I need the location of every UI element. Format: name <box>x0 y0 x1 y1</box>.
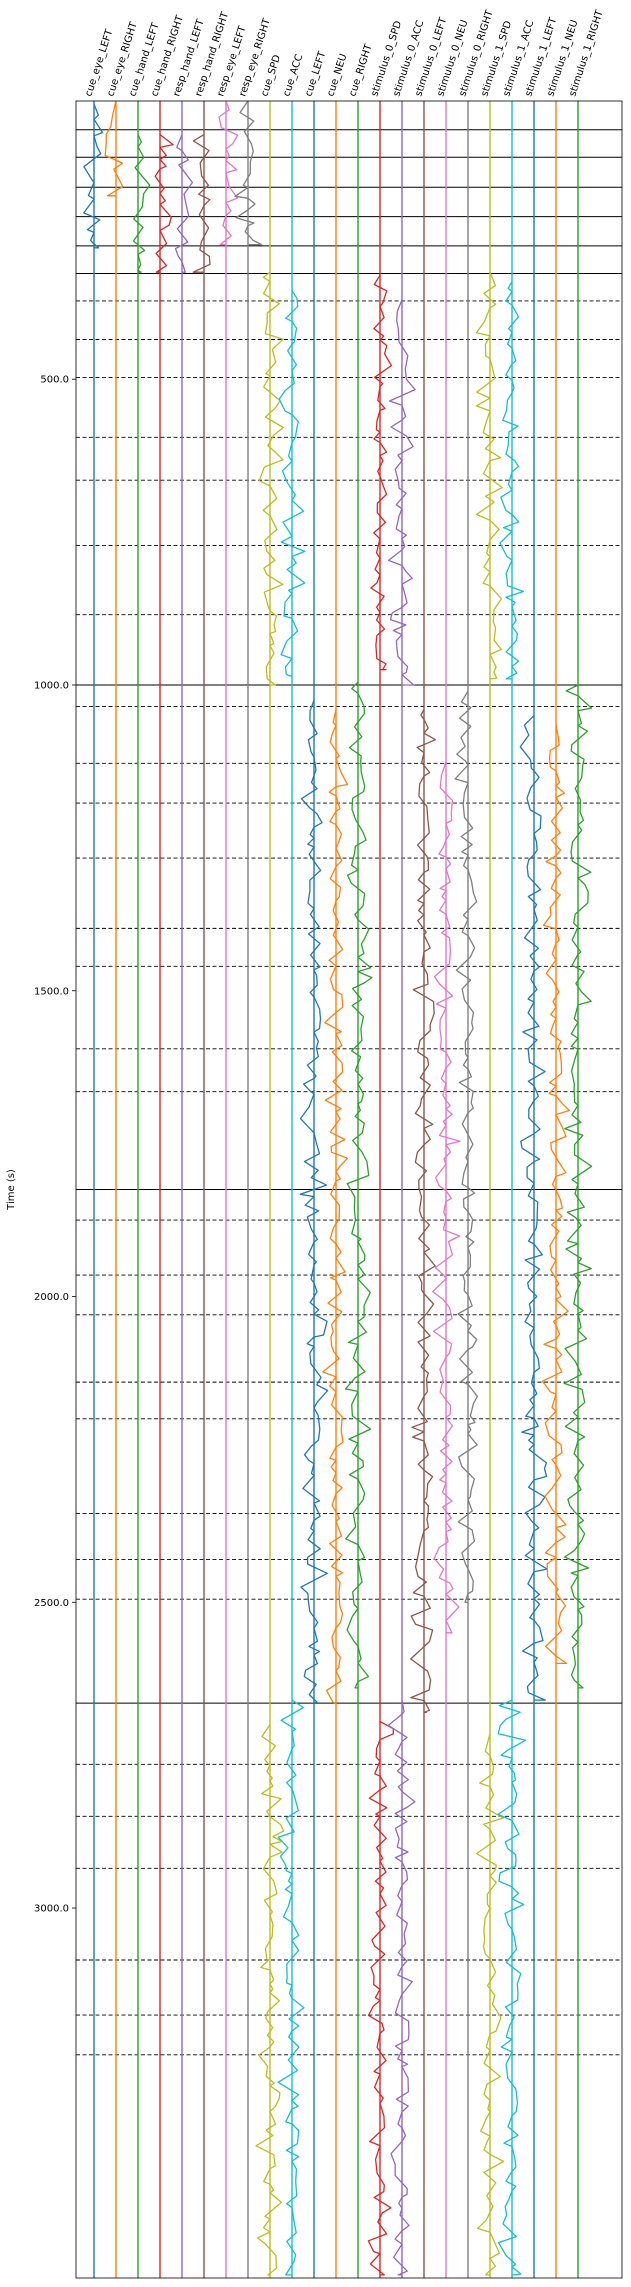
channel-trace-cue_NEU-0 <box>322 709 349 1704</box>
channel-trace-stimulus_1_SPD-1 <box>475 1733 505 2276</box>
channel-trace-stimulus_0_SPD-0 <box>370 274 393 671</box>
channel-label-cue_NEU: cue_NEU <box>325 53 349 98</box>
plot-frame <box>75 100 623 2279</box>
channel-trace-cue_hand_LEFT-0 <box>132 134 151 273</box>
channel-trace-stimulus_0_NEU-0 <box>432 761 461 1634</box>
channel-trace-cue_RIGHT-0 <box>344 681 373 1689</box>
channel-label-cue_SPD: cue_SPD <box>259 53 283 98</box>
channel-trace-stimulus_0_ACC-1 <box>387 1699 416 2276</box>
channel-labels: cue_eye_LEFTcue_eye_RIGHTcue_hand_LEFTcu… <box>83 8 606 98</box>
y-axis-title: Time (s) <box>6 1169 17 1211</box>
channel-trace-cue_eye_RIGHT-0 <box>104 100 124 197</box>
channel-label-cue_LEFT: cue_LEFT <box>303 49 328 98</box>
y-tick-label-5: 3000.0 <box>34 1904 69 1915</box>
y-axis-ticks: 500.0 1000.0 1500.0 2000.0 2500.0 3000.0 <box>34 375 76 1915</box>
channel-trace-cue_hand_RIGHT-0 <box>154 134 174 273</box>
channel-trace-cue_LEFT-0 <box>299 700 329 1704</box>
y-tick-label-0: 500.0 <box>40 375 69 386</box>
channel-trace-stimulus_1_RIGHT-0 <box>563 684 593 1689</box>
y-tick-label-3: 2000.0 <box>34 1292 69 1303</box>
y-tick-label-2: 1500.0 <box>34 986 69 997</box>
channel-trace-cue_ACC-0 <box>278 290 306 677</box>
channel-trace-stimulus_0_SPD-1 <box>367 1720 395 2276</box>
channel-trace-resp_eye_RIGHT-0 <box>234 100 263 246</box>
channel-trace-cue_SPD-1 <box>255 1724 285 2276</box>
y-tick-label-1: 1000.0 <box>34 680 69 691</box>
channel-trace-cue_SPD-0 <box>258 271 285 686</box>
channel-trace-stimulus_1_ACC-1 <box>497 1699 527 2276</box>
channel-trace-stimulus_1_NEU-0 <box>541 724 570 1665</box>
channel-trace-stimulus_0_ACC-0 <box>387 299 416 686</box>
channel-trace-stimulus_0_RIGHT-0 <box>454 690 479 1603</box>
channel-trace-resp_hand_LEFT-0 <box>174 134 194 273</box>
channel-trace-stimulus_1_ACC-0 <box>499 281 525 680</box>
channel-trace-resp_hand_RIGHT-0 <box>192 134 211 273</box>
channel-trace-stimulus_0_LEFT-0 <box>410 709 437 1713</box>
channel-trace-stimulus_1_SPD-0 <box>475 271 503 680</box>
channel-traces <box>83 100 593 2278</box>
channel-label-cue_ACC: cue_ACC <box>281 53 305 98</box>
boundary-lines <box>76 129 622 2056</box>
y-tick-label-4: 2500.0 <box>34 1598 69 1609</box>
channel-trace-stimulus_1_LEFT-0 <box>519 715 548 1701</box>
channel-trace-cue_eye_LEFT-0 <box>83 103 104 249</box>
channel-trace-resp_eye_LEFT-0 <box>218 100 239 246</box>
channel-trace-cue_ACC-1 <box>277 1699 305 2276</box>
